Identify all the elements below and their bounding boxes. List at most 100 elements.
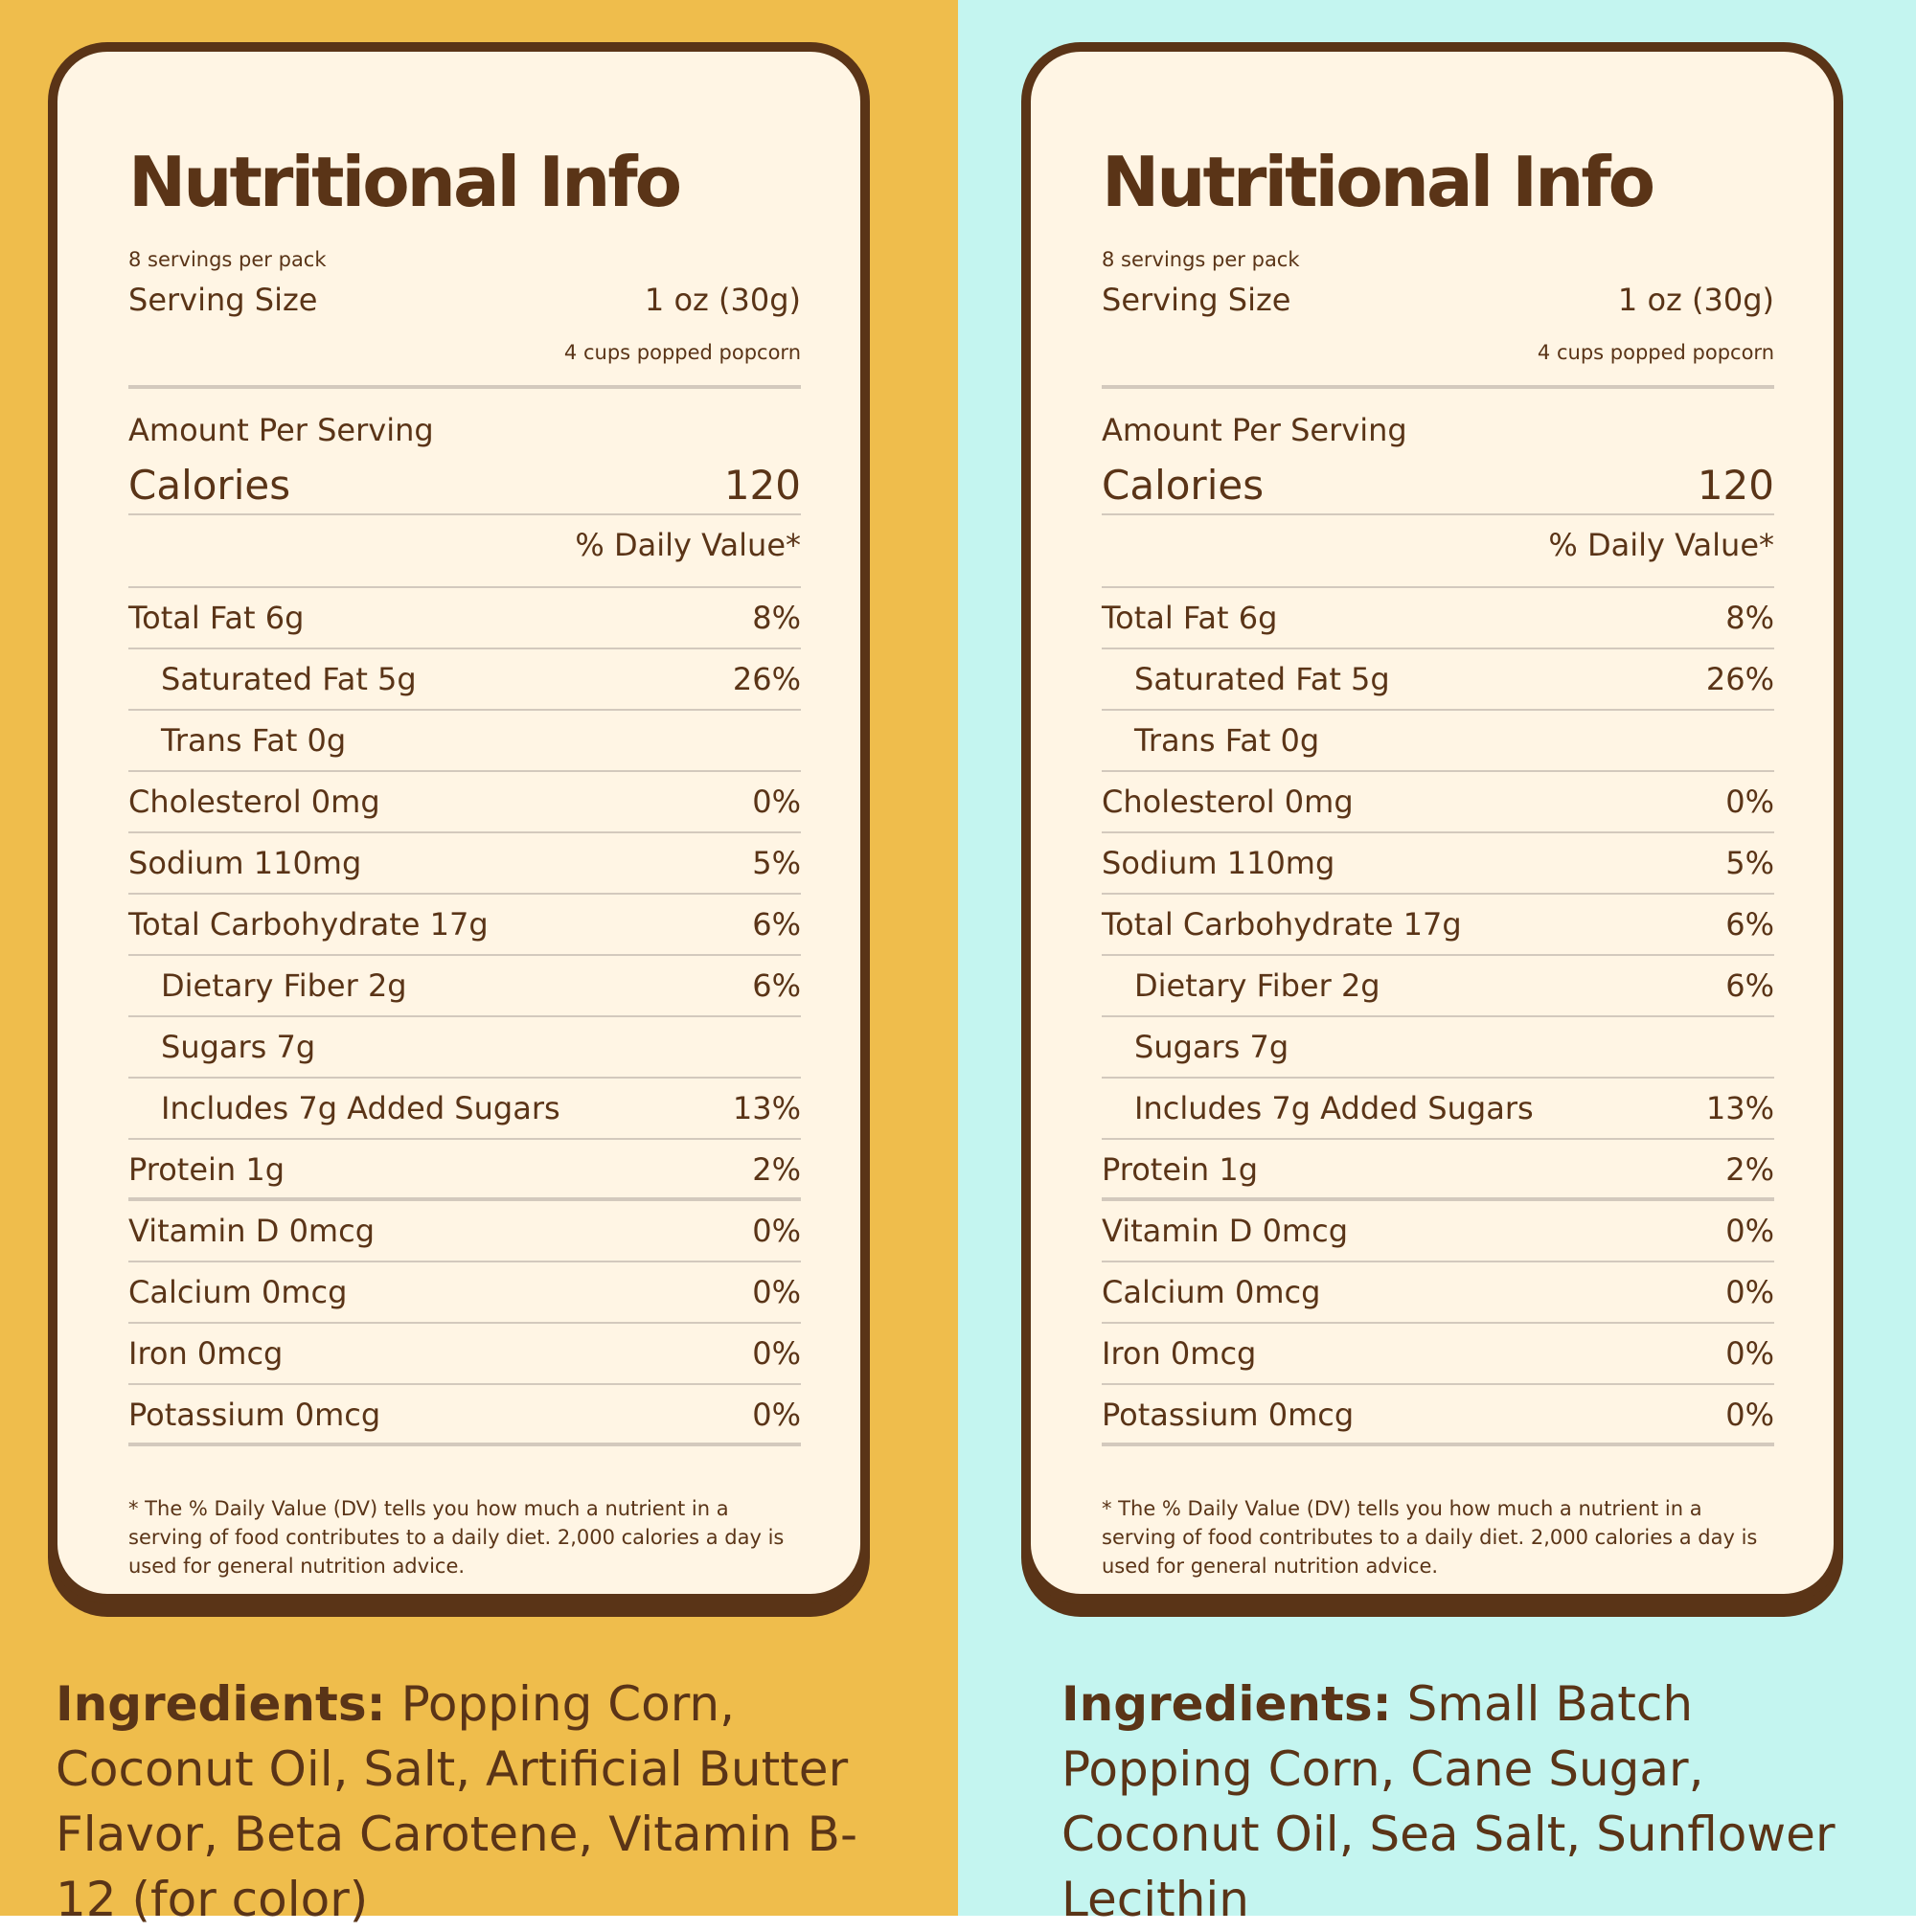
nutrient-label: Protein 1g	[128, 1151, 285, 1188]
nutrient-table: Total Fat 6g 8% Saturated Fat 5g 26% Trans…	[1102, 588, 1774, 1446]
calories-row: Calories 120	[128, 462, 801, 509]
ingredients-block: Ingredients: Popping Corn, Coconut Oil, …	[56, 1671, 918, 1932]
serving-size-label: Serving Size	[1102, 282, 1291, 318]
nutrient-daily-value: 5%	[752, 845, 801, 881]
nutrient-row: Sugars 7g	[1102, 1017, 1774, 1079]
nutrient-row: Total Fat 6g 8%	[1102, 588, 1774, 649]
daily-value-footnote: * The % Daily Value (DV) tells you how m…	[128, 1497, 785, 1578]
nutrient-daily-value: 0%	[752, 1274, 801, 1310]
nutrient-label: Calcium 0mcg	[128, 1274, 348, 1310]
nutrient-row: Sodium 110mg 5%	[1102, 833, 1774, 895]
calories-value: 120	[1697, 462, 1774, 509]
calories-label: Calories	[128, 462, 291, 509]
nutrient-label: Vitamin D 0mcg	[1102, 1213, 1348, 1249]
nutrient-row: Vitamin D 0mcg 0%	[1102, 1201, 1774, 1262]
nutrient-label: Dietary Fiber 2g	[161, 967, 407, 1004]
amount-per-serving: Amount Per Serving	[1102, 412, 1407, 448]
calories-value: 120	[723, 462, 801, 509]
nutrient-label: Sodium 110mg	[128, 845, 362, 881]
nutrient-row: Includes 7g Added Sugars 13%	[1102, 1079, 1774, 1140]
nutrient-daily-value: 0%	[752, 1213, 801, 1249]
serving-size-row: Serving Size 1 oz (30g)	[128, 282, 801, 318]
nutrient-row: Sodium 110mg 5%	[128, 833, 801, 895]
nutrient-daily-value: 26%	[732, 661, 801, 697]
nutrient-daily-value: 6%	[1725, 906, 1774, 943]
daily-value-header: % Daily Value*	[575, 527, 801, 563]
nutrient-row: Total Carbohydrate 17g 6%	[128, 895, 801, 956]
nutrient-daily-value: 0%	[752, 1397, 801, 1433]
nutrient-row: Iron 0mcg 0%	[1102, 1324, 1774, 1385]
nutrient-row: Cholesterol 0mg 0%	[1102, 772, 1774, 833]
nutrient-row: Potassium 0mcg 0%	[128, 1385, 801, 1446]
daily-value-footnote: * The % Daily Value (DV) tells you how m…	[1102, 1497, 1758, 1578]
nutrient-row: Vitamin D 0mcg 0%	[128, 1201, 801, 1262]
nutrient-daily-value: 5%	[1725, 845, 1774, 881]
nutrient-row: Total Carbohydrate 17g 6%	[1102, 895, 1774, 956]
nutrient-daily-value: 2%	[1725, 1151, 1774, 1188]
servings-per-pack: 8 servings per pack	[128, 248, 327, 271]
nutrient-row: Includes 7g Added Sugars 13%	[128, 1079, 801, 1140]
calories-row: Calories 120	[1102, 462, 1774, 509]
nutrient-row: Iron 0mcg 0%	[128, 1324, 801, 1385]
ingredients-block: Ingredients: Small Batch Popping Corn, C…	[1061, 1671, 1885, 1932]
divider	[128, 385, 801, 389]
serving-size-row: Serving Size 1 oz (30g)	[1102, 282, 1774, 318]
nutrient-label: Saturated Fat 5g	[1134, 661, 1390, 697]
serving-size-note: 4 cups popped popcorn	[563, 341, 801, 364]
nutrient-label: Cholesterol 0mg	[128, 784, 380, 820]
nutrient-label: Calcium 0mcg	[1102, 1274, 1321, 1310]
divider	[128, 513, 801, 515]
nutrient-daily-value: 8%	[1725, 600, 1774, 636]
nutrient-label: Cholesterol 0mg	[1102, 784, 1354, 820]
nutrient-label: Saturated Fat 5g	[161, 661, 417, 697]
nutrient-row: Dietary Fiber 2g 6%	[1102, 956, 1774, 1017]
daily-value-header: % Daily Value*	[1548, 527, 1774, 563]
nutrient-daily-value: 6%	[752, 906, 801, 943]
left-panel: Nutritional Info 8 servings per pack Ser…	[0, 0, 958, 1927]
nutrient-label: Total Fat 6g	[128, 600, 305, 636]
nutrient-daily-value: 0%	[752, 1335, 801, 1372]
nutrient-daily-value: 0%	[1725, 1213, 1774, 1249]
nutrient-label: Vitamin D 0mcg	[128, 1213, 375, 1249]
nutrient-daily-value: 6%	[752, 967, 801, 1004]
nutrient-label: Iron 0mcg	[1102, 1335, 1257, 1372]
card-title: Nutritional Info	[1102, 142, 1655, 222]
card-title: Nutritional Info	[128, 142, 682, 222]
nutrient-label: Potassium 0mcg	[1102, 1397, 1355, 1433]
nutrient-row: Total Fat 6g 8%	[128, 588, 801, 649]
nutrient-label: Sugars 7g	[161, 1029, 316, 1065]
nutrient-daily-value: 0%	[752, 784, 801, 820]
nutrition-card: Nutritional Info 8 servings per pack Ser…	[1021, 42, 1843, 1603]
nutrient-row: Protein 1g 2%	[1102, 1140, 1774, 1201]
nutrient-row: Trans Fat 0g	[1102, 711, 1774, 772]
nutrient-label: Includes 7g Added Sugars	[1134, 1090, 1534, 1126]
nutrient-daily-value: 13%	[732, 1090, 801, 1126]
calories-label: Calories	[1102, 462, 1265, 509]
nutrient-label: Includes 7g Added Sugars	[161, 1090, 560, 1126]
nutrient-daily-value: 8%	[752, 600, 801, 636]
nutrient-label: Total Fat 6g	[1102, 600, 1278, 636]
nutrient-label: Total Carbohydrate 17g	[1102, 906, 1462, 943]
nutrient-daily-value: 0%	[1725, 784, 1774, 820]
nutrient-label: Trans Fat 0g	[161, 722, 347, 759]
nutrient-row: Dietary Fiber 2g 6%	[128, 956, 801, 1017]
nutrient-row: Saturated Fat 5g 26%	[128, 649, 801, 711]
nutrient-label: Protein 1g	[1102, 1151, 1259, 1188]
nutrient-daily-value: 0%	[1725, 1274, 1774, 1310]
ingredients-label: Ingredients:	[1061, 1676, 1392, 1732]
serving-size-note: 4 cups popped popcorn	[1537, 341, 1774, 364]
servings-per-pack: 8 servings per pack	[1102, 248, 1300, 271]
nutrient-row: Protein 1g 2%	[128, 1140, 801, 1201]
right-panel: Nutritional Info 8 servings per pack Ser…	[958, 0, 1916, 1927]
nutrient-daily-value: 13%	[1705, 1090, 1774, 1126]
nutrient-daily-value: 6%	[1725, 967, 1774, 1004]
nutrient-row: Cholesterol 0mg 0%	[128, 772, 801, 833]
nutrient-label: Total Carbohydrate 17g	[128, 906, 489, 943]
nutrition-card: Nutritional Info 8 servings per pack Ser…	[48, 42, 870, 1603]
nutrient-label: Potassium 0mcg	[128, 1397, 381, 1433]
ingredients-label: Ingredients:	[56, 1676, 386, 1732]
nutrient-daily-value: 2%	[752, 1151, 801, 1188]
divider	[1102, 586, 1774, 588]
nutrient-row: Trans Fat 0g	[128, 711, 801, 772]
serving-size-value: 1 oz (30g)	[1617, 282, 1774, 318]
